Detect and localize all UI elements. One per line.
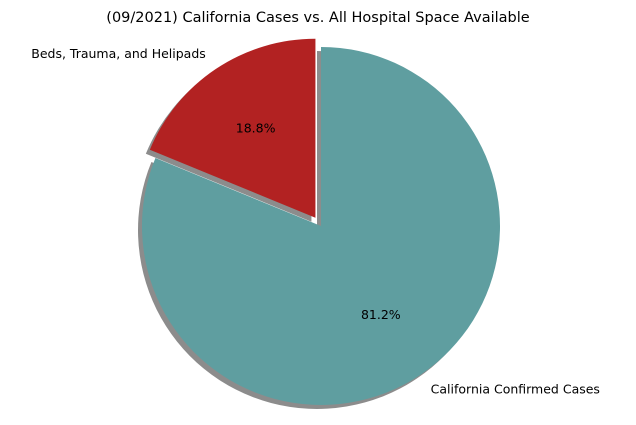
pct-label-beds-trauma-and-helipads: 18.8% [236,120,276,135]
label-layer: 18.8% Beds, Trauma, and Helipads 81.2% Cali… [31,46,600,396]
slice-label-california-confirmed-cases: California Confirmed Cases [431,382,600,397]
slice-label-beds-trauma-and-helipads: Beds, Trauma, and Helipads [31,46,206,61]
pie-slice-california-confirmed-cases [141,47,500,406]
pct-label-california-confirmed-cases: 81.2% [361,307,401,322]
pie-slice-beds-trauma-and-helipads [149,38,316,218]
slice-layer [141,38,500,406]
chart-title: (09/2021) California Cases vs. All Hospi… [106,10,529,26]
